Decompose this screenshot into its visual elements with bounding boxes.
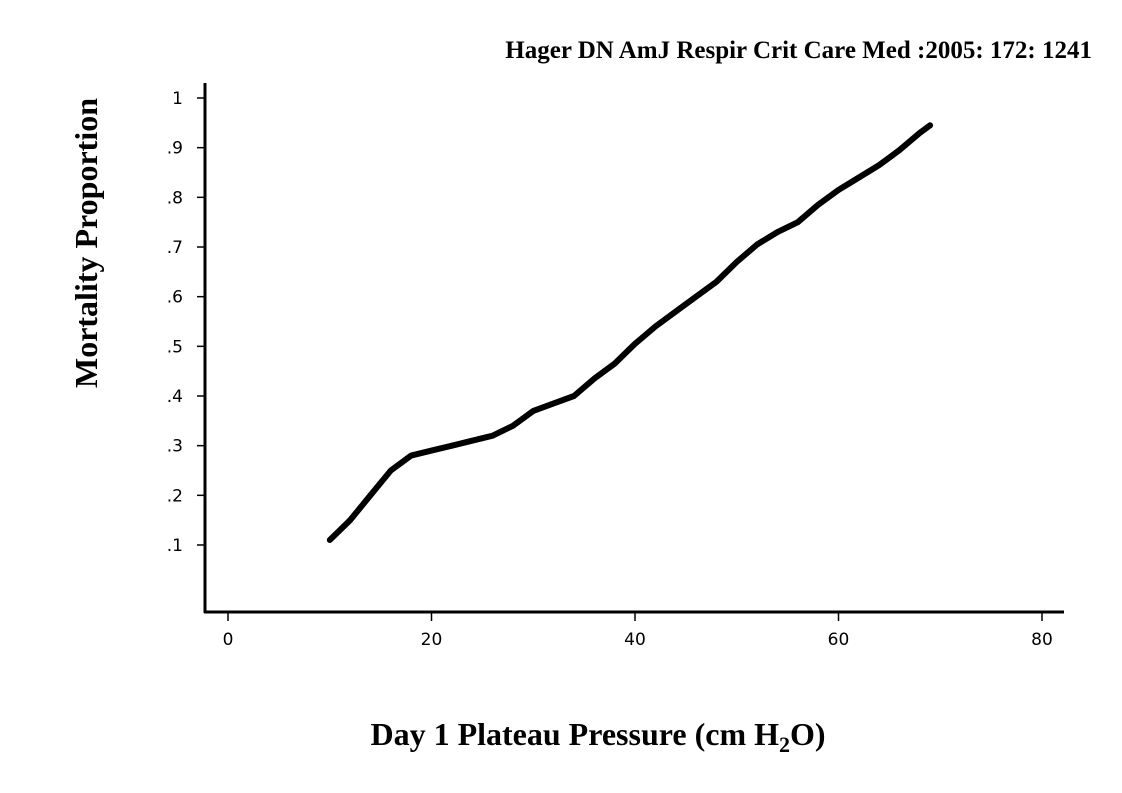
x-axis-label-subscript: 2 [779, 732, 790, 757]
y-tick-label: .6 [167, 288, 183, 308]
y-tick-label: .7 [167, 238, 183, 258]
x-tick-label: 60 [828, 630, 850, 650]
series-line [326, 122, 934, 543]
y-tick-label: 1 [172, 89, 183, 109]
x-tick-label: 80 [1031, 630, 1053, 650]
plot-area [326, 122, 934, 543]
y-tick-label: .9 [167, 139, 183, 159]
y-tick-label: .2 [167, 486, 183, 506]
x-axis-label-main: Day 1 Plateau Pressure (cm H [370, 716, 779, 752]
y-axis: .1 .2 .3 .4 .5 .6 .7 .8 .9 1 [167, 83, 207, 613]
x-axis-label-suffix: O) [790, 716, 826, 752]
x-tick-label: 40 [624, 630, 646, 650]
x-tick-label: 0 [223, 630, 234, 650]
y-tick-label: .8 [167, 188, 183, 208]
y-tick-label: .4 [167, 387, 183, 407]
y-tick-label: .3 [167, 437, 183, 457]
y-tick-label: .5 [167, 337, 183, 357]
x-tick-label: 20 [421, 630, 443, 650]
x-axis-label: Day 1 Plateau Pressure (cm H2O) [370, 716, 825, 757]
y-tick-label: .1 [167, 536, 183, 556]
x-axis: 0 20 40 60 80 [204, 610, 1064, 650]
y-axis-label: Mortality Proportion [68, 98, 104, 388]
citation-text: Hager DN AmJ Respir Crit Care Med :2005:… [505, 37, 1092, 64]
